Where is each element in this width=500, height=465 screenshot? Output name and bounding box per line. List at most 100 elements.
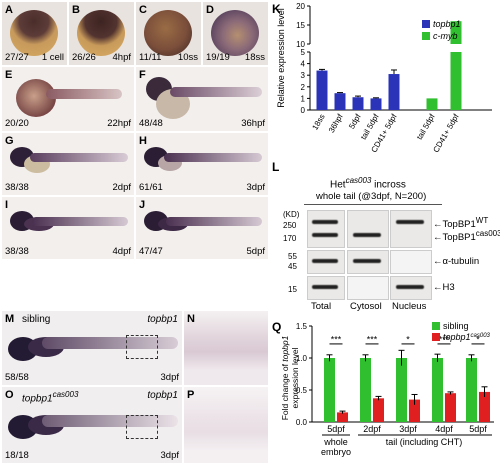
bar-sibling [360, 358, 371, 422]
bar-cmyb [450, 21, 462, 44]
bar-topbp1 [316, 70, 328, 110]
bar-sibling [396, 358, 407, 422]
legend-swatch [432, 333, 440, 341]
significance-label: *** [331, 335, 342, 345]
stage-label: 36hpf [241, 118, 265, 129]
panel-E: E 20/20 22hpf [2, 67, 134, 131]
stage-label: 4hpf [112, 52, 132, 63]
y-tick-label: 15 [296, 21, 305, 30]
panel-G: G 38/38 2dpf [2, 133, 134, 195]
panel-letter: I [5, 199, 9, 211]
panel-letter: P [187, 389, 195, 401]
lane-nucleus: Nucleus [392, 301, 427, 312]
zoom-box [126, 335, 158, 359]
panel-letter: E [5, 69, 13, 81]
bar-topbp1 [334, 93, 346, 110]
x-tick-label: 2dpf [363, 424, 381, 434]
kd-label: (KD) [283, 210, 300, 219]
panel-C: C 11/11 10ss [136, 2, 201, 65]
panel-J: J 47/47 5dpf [136, 197, 268, 259]
embryo-tail [166, 217, 262, 226]
y-tick-label: 2 [301, 83, 306, 92]
sample-count: 18/18 [5, 450, 29, 461]
panel-F: F 48/48 36hpf [136, 67, 268, 131]
panel-letter: K [272, 2, 281, 16]
panel-letter: B [72, 4, 80, 16]
stage-label: 18ss [244, 52, 265, 63]
panel-letter: Q [272, 320, 282, 334]
sample-count: 38/38 [5, 246, 29, 257]
band-label-tubulin: ←α-tubulin [433, 256, 480, 267]
y-tick-label: 10 [296, 40, 305, 49]
stage-label: 1 cell [41, 52, 64, 63]
x-tick-label: 5dpf [327, 424, 345, 434]
bar-sibling [466, 358, 477, 422]
panel-letter: C [139, 4, 147, 16]
stage-label: 4dpf [112, 246, 132, 257]
sample-count: 48/48 [139, 118, 163, 129]
significance-label: *** [367, 335, 378, 345]
panel-letter: L [272, 160, 280, 174]
blot-cytosol-h3 [347, 276, 389, 300]
x-tick-label: 3dpf [399, 424, 417, 434]
panel-M: M sibling topbp1 58/58 3dpf [2, 311, 182, 385]
legend-label: topbp1 [433, 19, 461, 29]
panel-A: A 27/27 1 cell [2, 2, 67, 65]
panel-letter: N [187, 313, 195, 325]
panel-D: D 19/19 18ss [203, 2, 268, 65]
x-tick-label: tail 5dpf [415, 112, 437, 141]
embryo-tail [164, 153, 262, 162]
bar-cmyb [450, 52, 462, 110]
blot-cytosol-upper [347, 210, 389, 248]
panel-N: N [184, 311, 268, 385]
sample-count: 11/11 [139, 52, 162, 63]
genotype-label: sibling [22, 314, 51, 325]
sample-count: 20/20 [5, 118, 29, 129]
sample-count: 26/26 [72, 52, 96, 63]
embryo-image [211, 10, 259, 56]
sample-count: 38/38 [5, 182, 29, 193]
embryo-image [77, 10, 125, 56]
x-tick-label: 5dpf [347, 112, 363, 131]
stage-label: 5dpf [246, 246, 266, 257]
panel-letter: J [139, 199, 146, 211]
bar-cmyb [426, 98, 438, 110]
gene-label: topbp1 [147, 390, 178, 401]
embryo-tail [170, 87, 262, 97]
stage-label: 3dpf [160, 372, 180, 383]
bar-topbp1 [388, 74, 400, 110]
bar-mutant [373, 398, 384, 422]
sample-count: 27/27 [5, 52, 29, 63]
sample-count: 47/47 [139, 246, 163, 257]
blot-nucleus-tubulin [390, 250, 432, 274]
y-tick-label: 0.5 [296, 386, 308, 395]
embryo-tail [32, 217, 128, 226]
band-label-h3: ←H3 [433, 282, 455, 293]
stage-label: 10ss [177, 52, 198, 63]
significance-label: * [406, 335, 410, 345]
blot-divider [304, 204, 442, 205]
group-label: embryo [321, 447, 351, 457]
y-tick-label: 3 [301, 71, 306, 80]
stage-label: 3dpf [246, 182, 266, 193]
y-axis-label: Relative expression level [276, 8, 286, 108]
sample-count: 58/58 [5, 372, 29, 383]
bar-mutant [337, 412, 348, 422]
gene-label: topbp1 [147, 314, 178, 325]
stage-label: 22hpf [107, 118, 131, 129]
zoom-box [126, 415, 158, 439]
panel-letter: A [5, 4, 13, 16]
sample-count: 61/61 [139, 182, 163, 193]
panel-B: B 26/26 4hpf [69, 2, 134, 65]
x-tick-label: 36hpf [327, 112, 345, 135]
x-tick-label: 5dpf [469, 424, 487, 434]
y-tick-label: 0 [301, 106, 306, 115]
bar-topbp1 [352, 97, 364, 110]
embryo-tail [30, 153, 128, 162]
band-label-mut: ←TopBP1cas003 [433, 229, 500, 244]
band-nucleus-wt [396, 220, 424, 224]
group-label: tail (including CHT) [386, 437, 463, 447]
panel-letter: G [5, 135, 14, 147]
lane-total: Total [311, 301, 332, 312]
panel-letter: O [5, 389, 14, 401]
